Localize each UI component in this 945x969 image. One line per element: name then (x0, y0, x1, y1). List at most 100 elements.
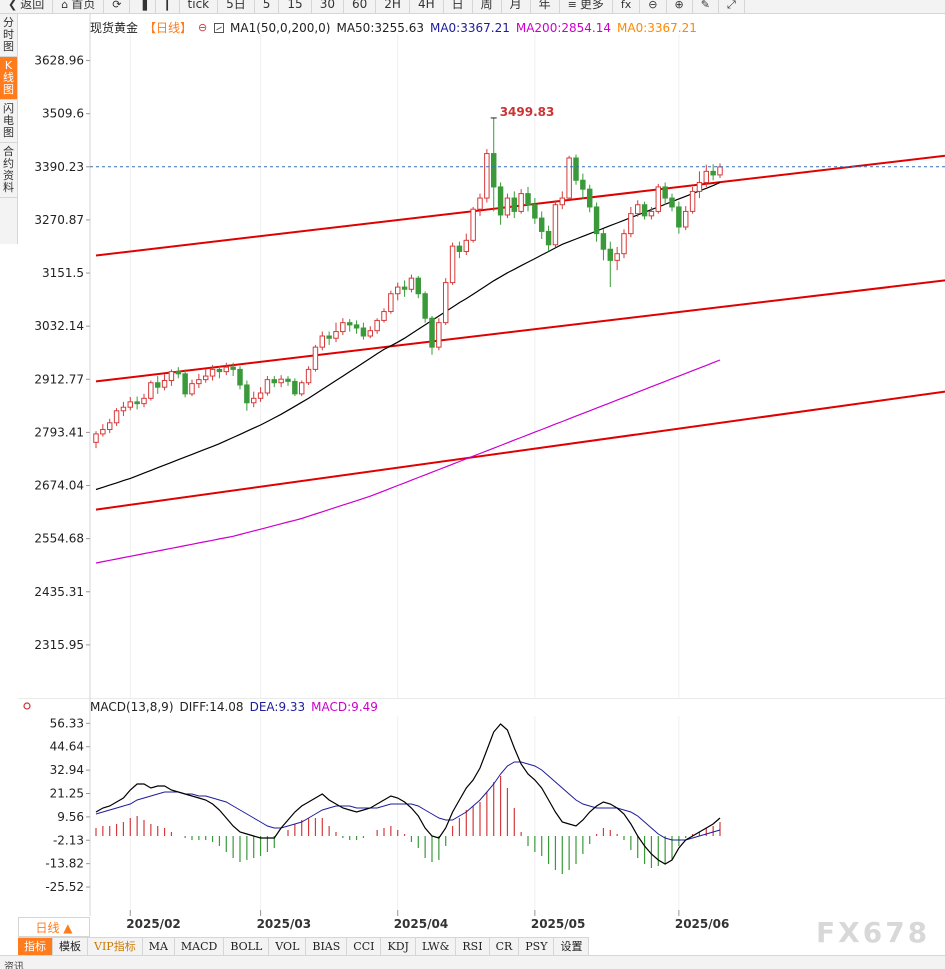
toolbar-button-5[interactable]: tick (180, 0, 219, 13)
toolbar-button-10[interactable]: 60 (344, 0, 377, 13)
indicator-tab-3[interactable]: MA (142, 937, 175, 955)
legend-settings-icon[interactable]: ⊖ (198, 20, 208, 34)
candle-body (442, 282, 449, 324)
indicator-tab-4[interactable]: MACD (174, 937, 225, 955)
period-selector[interactable]: 日线 ▲ (18, 917, 90, 937)
indicator-tab-6[interactable]: VOL (269, 937, 307, 955)
toolbar-button-3[interactable]: ▐ (130, 0, 156, 13)
series-ma200 (95, 359, 721, 564)
indicator-tab-13[interactable]: PSY (519, 937, 555, 955)
indicator-tab-8[interactable]: CCI (347, 937, 382, 955)
indicator-tab-2[interactable]: VIP指标 (88, 937, 143, 955)
toolbar-button-9[interactable]: 30 (312, 0, 344, 13)
macd-settings-icon[interactable] (23, 702, 31, 710)
side-tab-1[interactable]: K线图 (0, 57, 17, 100)
candle-body (340, 322, 346, 333)
candle-body (463, 239, 470, 252)
bottom-panel: 日线 ▲ 指标 模板 VIP指标 MA MACD BOLL VOL BIAS CCI KDJ LW&… (18, 917, 945, 955)
side-tab-3[interactable]: 合约资料 (0, 143, 17, 198)
candle-body (346, 322, 353, 326)
toolbar-button-22[interactable]: ⤢ (719, 0, 745, 13)
candle-body (264, 379, 271, 394)
indicator-tab-1[interactable]: 模板 (53, 937, 88, 955)
candle-body (148, 382, 154, 399)
toolbar-button-21[interactable]: ✎ (693, 0, 719, 13)
toolbar-button-0[interactable]: ❮ 返回 (0, 0, 54, 13)
candle-body (566, 157, 572, 199)
price-chart[interactable]: 3628.96 3509.6 3390.23 3270.87 3151.5 3032.14… (18, 14, 945, 698)
toolbar-button-4[interactable]: ┃ (156, 0, 180, 13)
candle-body (477, 197, 483, 210)
indicator-tab-0[interactable]: 指标 (18, 937, 53, 955)
toolbar-button-16[interactable]: 年 (531, 0, 560, 13)
candle-body (134, 401, 140, 405)
indicator-tab-5[interactable]: BOLL (224, 937, 270, 955)
toolbar-button-20[interactable]: ⊕ (667, 0, 693, 13)
toolbar-label: 4H (417, 0, 435, 11)
indicator-tab-9[interactable]: KDJ (381, 937, 416, 955)
toolbar-label: 首页 (71, 0, 96, 11)
toolbar-button-18[interactable]: fx (613, 0, 641, 13)
candle-body (415, 277, 422, 295)
toolbar-button-13[interactable]: 日 (444, 0, 473, 13)
candle-body (545, 230, 552, 246)
toolbar-button-1[interactable]: ⌂ 首页 (53, 0, 105, 13)
toolbar-button-11[interactable]: 2H (376, 0, 410, 13)
side-tab-0[interactable]: 分时图 (0, 14, 17, 57)
toolbar-label: 5 (262, 0, 271, 11)
candle-body (655, 186, 662, 212)
candle-body (292, 380, 298, 395)
macd-diff-value: DIFF:14.08 (179, 700, 244, 714)
macd-macd-value: MACD:9.49 (311, 700, 378, 714)
candle-body (216, 368, 223, 373)
toolbar-label: 更多 (579, 0, 604, 11)
candle-body (113, 410, 120, 424)
indicator-tab-14[interactable]: 设置 (554, 937, 590, 955)
candle-body (600, 233, 607, 250)
toolbar-button-14[interactable]: 周 (473, 0, 502, 13)
toolbar-label: 年 (538, 0, 551, 11)
toolbar-button-2[interactable]: ⟳ (104, 0, 131, 13)
toolbar-button-17[interactable]: ≡ 更多 (560, 0, 613, 13)
toolbar-button-19[interactable]: ⊖ (640, 0, 667, 13)
candle-body (586, 188, 593, 208)
toolbar-button-7[interactable]: 5 (255, 0, 280, 13)
indicator-tab-10[interactable]: LW& (415, 937, 457, 955)
macd-y-tick-label: 9.56 (57, 810, 84, 824)
channel-line-2[interactable] (95, 390, 945, 511)
toolbar-label: 2H (384, 0, 401, 11)
toolbar-button-8[interactable]: 15 (279, 0, 312, 13)
macd-chart[interactable]: 56.33 44.64 32.94 21.25 9.56 -2.13 -13.82 -25.5… (18, 698, 945, 916)
candle-body (319, 335, 326, 348)
candle-body (662, 186, 668, 199)
candle-body (285, 378, 291, 382)
candle-body (628, 213, 634, 235)
channel-line-1[interactable] (95, 279, 945, 383)
candle-body (374, 319, 380, 332)
indicator-tab-12[interactable]: CR (489, 937, 520, 955)
candle-body (154, 382, 161, 388)
side-tab-2[interactable]: 闪电图 (0, 100, 17, 143)
candle-body (202, 375, 209, 381)
price-y-tick-label: 3151.5 (42, 266, 84, 280)
candle-icon: ┃ (163, 0, 171, 11)
footer-label[interactable]: 资讯 (4, 962, 24, 969)
ma-indicator-icon[interactable] (214, 22, 225, 33)
indicator-tab-11[interactable]: RSI (456, 937, 490, 955)
candle-body (394, 286, 401, 295)
ma0-value: MA0:3367.21 (429, 20, 510, 35)
candle-body (532, 204, 538, 219)
candle-body (189, 383, 195, 395)
price-legend: 现货黄金 【日线】 ⊖ MA1(50,0,200,0) MA50:3255.63… (90, 19, 697, 36)
toolbar-button-6[interactable]: 5日 (218, 0, 255, 13)
toolbar-button-12[interactable]: 4H (410, 0, 444, 13)
candle-body (634, 204, 641, 215)
macd-params-label: MACD(13,8,9) (90, 700, 174, 714)
chart-area[interactable]: 3628.96 3509.6 3390.23 3270.87 3151.5 3032.14… (18, 14, 945, 931)
bar-chart-icon: ▐ (138, 0, 147, 11)
candle-body (490, 153, 497, 188)
toolbar-button-15[interactable]: 月 (502, 0, 531, 13)
price-y-tick-label: 2435.31 (34, 585, 84, 599)
top-toolbar: ❮ 返回 ⌂ 首页 ⟳ ▐ ┃ tick 5日 5 15 30 60 2H 4H 日周月年 ≡ 更多 fx ⊖ ⊕ ✎ ⤢ (0, 0, 945, 14)
indicator-tab-7[interactable]: BIAS (306, 937, 348, 955)
